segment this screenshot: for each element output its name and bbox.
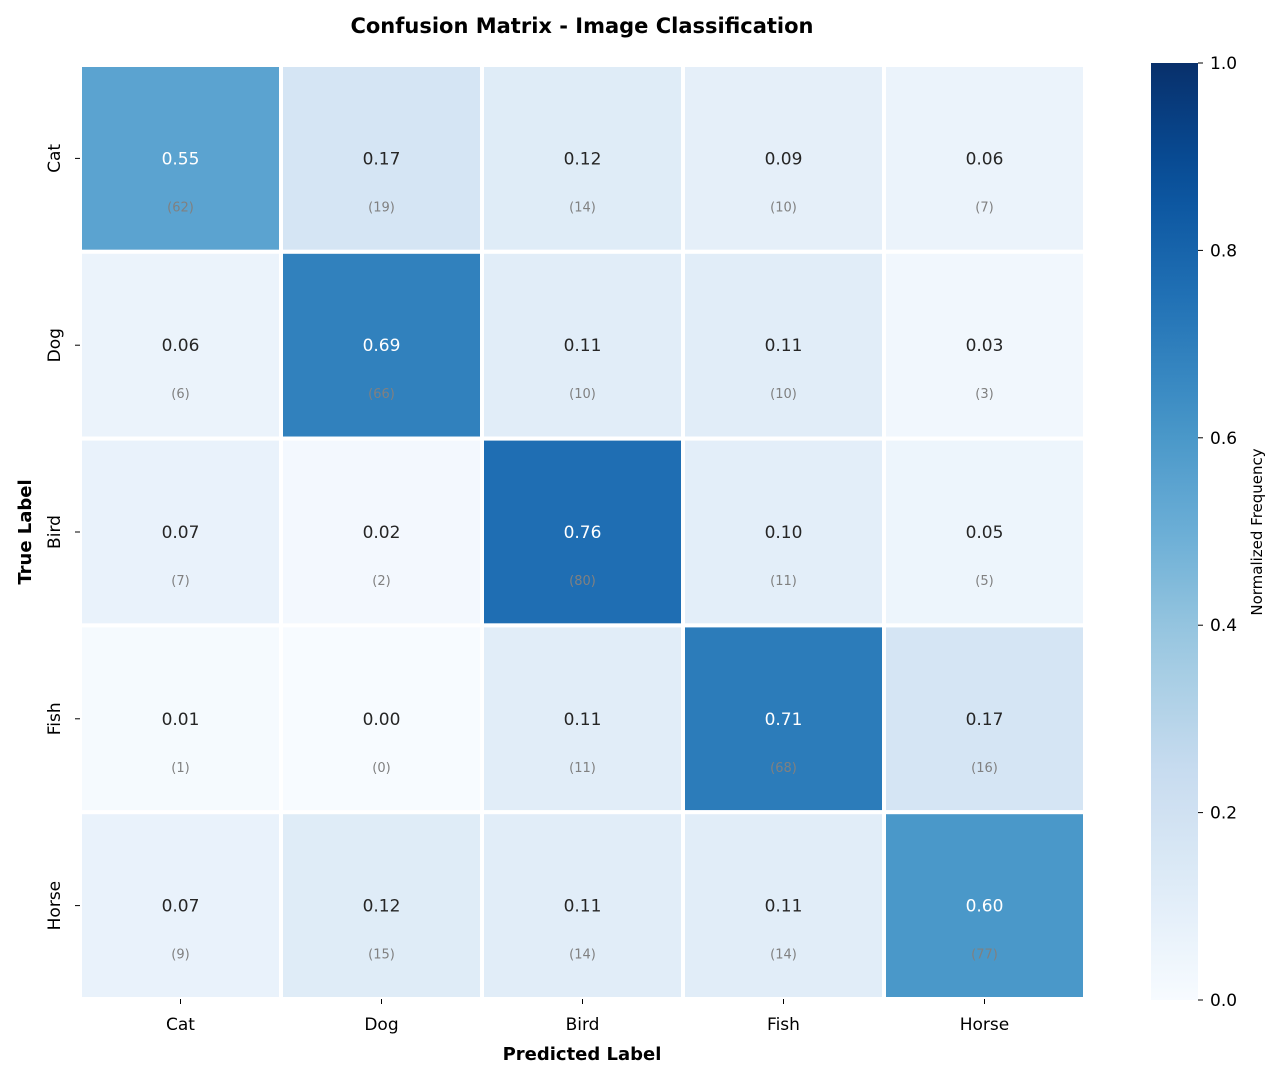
colorbar-tick-label: 0.4 [1210, 616, 1237, 636]
cell-value-label: 0.09 [765, 149, 803, 169]
cell-count-label: (1) [171, 761, 189, 776]
cell-count-label: (14) [569, 200, 596, 215]
heatmap-cell [78, 63, 283, 254]
colorbar-tick-label: 0.2 [1210, 804, 1237, 824]
cell-value-label: 0.07 [162, 523, 200, 543]
cell-value-label: 0.02 [363, 523, 401, 543]
heatmap-cell [480, 249, 685, 441]
cell-count-label: (16) [971, 761, 998, 776]
y-tick-label: Horse [45, 881, 65, 931]
cell-value-label: 0.11 [564, 710, 602, 730]
cell-value-label: 0.17 [363, 149, 401, 169]
cell-count-label: (6) [171, 387, 189, 402]
x-tick-labels: Cat Dog Bird Fish Horse [166, 999, 1009, 1035]
cell-count-label: (3) [975, 387, 993, 402]
colorbar-gradient-bar [1151, 63, 1198, 1000]
cell-count-label: (10) [569, 387, 596, 402]
x-tick-label: Dog [364, 1015, 398, 1035]
cell-count-label: (15) [368, 948, 395, 963]
x-axis-label: Predicted Label [503, 1044, 662, 1065]
heatmap-cell [279, 810, 484, 1002]
cell-value-label: 0.12 [363, 897, 401, 917]
heatmap-cell [78, 810, 283, 1002]
cell-value-label: 0.11 [564, 336, 602, 356]
heatmap-cell [279, 436, 484, 628]
cell-value-label: 0.60 [966, 897, 1004, 917]
colorbar-tick-label: 0.0 [1210, 991, 1237, 1011]
cell-value-label: 0.05 [966, 523, 1004, 543]
cell-count-label: (11) [569, 761, 596, 776]
cell-count-label: (0) [372, 761, 390, 776]
cell-value-label: 0.11 [765, 336, 803, 356]
cell-count-label: (7) [171, 574, 189, 589]
heatmap-cell [279, 63, 484, 254]
y-tick-label: Cat [45, 144, 65, 173]
colorbar: 0.0 0.2 0.4 0.6 0.8 1.0 [1151, 54, 1237, 1011]
cell-value-label: 0.69 [363, 336, 401, 356]
cell-count-label: (14) [569, 948, 596, 963]
heatmap-cell [681, 436, 886, 628]
x-tick-label: Horse [960, 1015, 1010, 1035]
cell-count-label: (5) [975, 574, 993, 589]
cell-count-label: (77) [971, 948, 998, 963]
heatmap-cells: 0.55 (62) 0.17 (19) 0.12 (14) 0.09 (10) 0.06 (7) 0… [78, 63, 1087, 1002]
cell-value-label: 0.12 [564, 149, 602, 169]
cell-value-label: 0.01 [162, 710, 200, 730]
heatmap-cell [681, 623, 886, 815]
cell-value-label: 0.03 [966, 336, 1004, 356]
cell-count-label: (7) [975, 200, 993, 215]
colorbar-label: Normalized Frequency [1248, 448, 1266, 615]
chart-title: Confusion Matrix - Image Classification [350, 14, 813, 38]
cell-value-label: 0.06 [162, 336, 200, 356]
cell-count-label: (66) [368, 387, 395, 402]
heatmap-cell [480, 623, 685, 815]
cell-count-label: (9) [171, 948, 189, 963]
cell-count-label: (10) [770, 200, 797, 215]
cell-value-label: 0.00 [363, 710, 401, 730]
cell-count-label: (10) [770, 387, 797, 402]
cell-count-label: (2) [372, 574, 390, 589]
y-tick-label: Fish [45, 702, 65, 735]
heatmap-cell [480, 63, 685, 254]
colorbar-tick-label: 0.6 [1210, 429, 1237, 449]
cell-value-label: 0.11 [765, 897, 803, 917]
x-tick-label: Fish [767, 1015, 800, 1035]
cell-value-label: 0.06 [966, 149, 1004, 169]
heatmap-cell [882, 249, 1087, 441]
x-tick-label: Cat [166, 1015, 195, 1035]
y-tick-labels: Cat Dog Bird Fish Horse [45, 144, 80, 931]
cell-count-label: (19) [368, 200, 395, 215]
y-axis-label: True Label [15, 479, 36, 584]
heatmap-cell [882, 623, 1087, 815]
cell-count-label: (14) [770, 948, 797, 963]
y-tick-label: Bird [45, 515, 65, 549]
cell-count-label: (80) [569, 574, 596, 589]
cell-value-label: 0.71 [765, 710, 803, 730]
cell-value-label: 0.07 [162, 897, 200, 917]
heatmap-cell [279, 623, 484, 815]
colorbar-tick-label: 0.8 [1210, 241, 1237, 261]
heatmap-cell [480, 810, 685, 1002]
cell-count-label: (62) [167, 200, 194, 215]
cell-value-label: 0.11 [564, 897, 602, 917]
colorbar-tick-label: 1.0 [1210, 54, 1237, 74]
cell-value-label: 0.55 [162, 149, 200, 169]
x-tick-label: Bird [566, 1015, 600, 1035]
cell-count-label: (68) [770, 761, 797, 776]
cell-value-label: 0.10 [765, 523, 803, 543]
cell-value-label: 0.76 [564, 523, 602, 543]
cell-count-label: (11) [770, 574, 797, 589]
cell-value-label: 0.17 [966, 710, 1004, 730]
y-tick-label: Dog [45, 328, 65, 362]
